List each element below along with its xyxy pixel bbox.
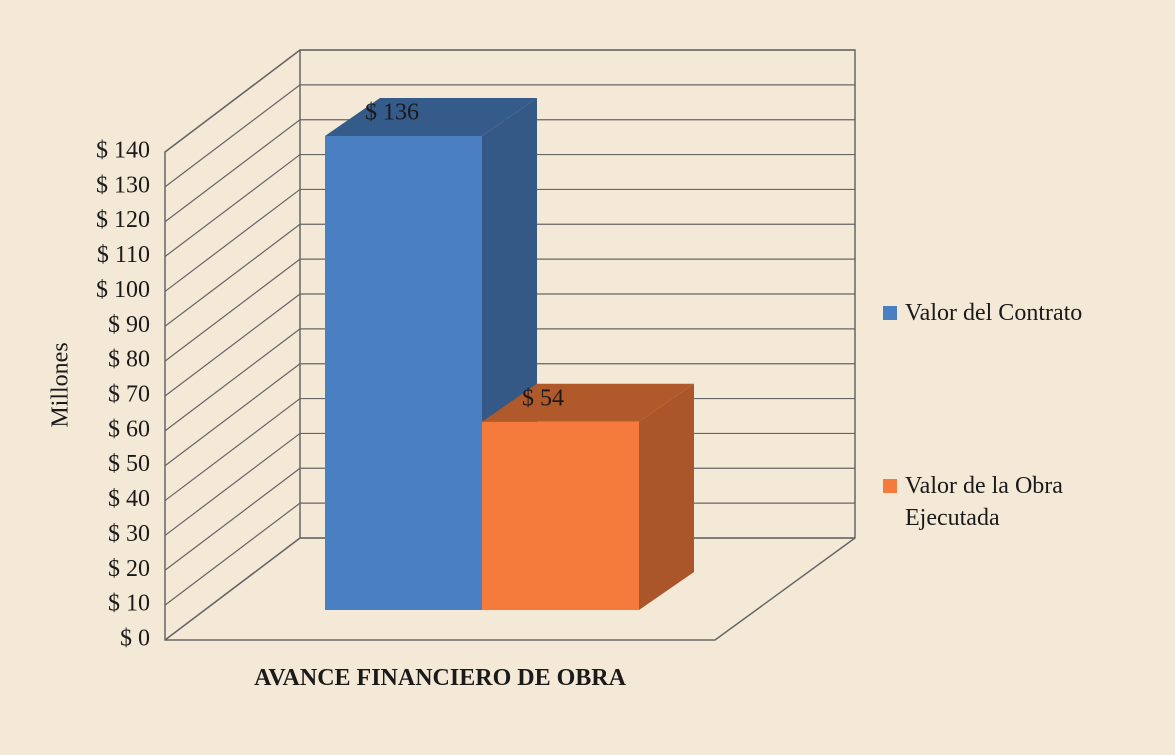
- bar-side: [639, 383, 694, 610]
- x-category-label: AVANCE FINANCIERO DE OBRA: [254, 665, 626, 691]
- y-tick-label: $ 10: [108, 591, 150, 617]
- y-tick-label: $ 70: [108, 382, 150, 408]
- y-tick-label: $ 120: [96, 207, 150, 233]
- grid-line: [164, 84, 855, 188]
- grid-line: [164, 119, 855, 223]
- bar: [325, 135, 482, 610]
- legend-label: Valor del Contrato: [905, 300, 1083, 326]
- grid-line: [164, 363, 855, 467]
- grid-line: [164, 223, 855, 327]
- bar-top: [325, 97, 537, 136]
- grid-line: [164, 258, 855, 362]
- value-label: $ 54: [522, 385, 564, 411]
- y-tick-label: $ 60: [108, 416, 150, 442]
- y-tick-label: $ 100: [96, 277, 150, 303]
- y-tick-label: $ 90: [108, 312, 150, 338]
- y-tick-label: $ 50: [108, 451, 150, 477]
- legend-label: Valor de la Obra Ejecutada: [905, 473, 1063, 531]
- grid-line: [164, 188, 855, 292]
- value-label: $ 136: [365, 99, 419, 125]
- grid-line: [164, 293, 855, 397]
- y-tick-label: $ 130: [96, 172, 150, 198]
- grid-line: [164, 328, 855, 432]
- legend-swatch: [883, 479, 897, 493]
- y-tick-label: $ 40: [108, 486, 150, 512]
- y-tick-label: $ 110: [97, 242, 150, 268]
- y-tick-label: $ 0: [120, 626, 150, 652]
- y-tick-label: $ 20: [108, 556, 150, 582]
- grid-line: [164, 49, 855, 153]
- bar-top: [482, 383, 694, 422]
- y-axis-label: Millones: [48, 342, 74, 427]
- y-tick-label: $ 30: [108, 521, 150, 547]
- legend-swatch: [883, 306, 897, 320]
- bar: [482, 421, 639, 610]
- y-tick-label: $ 140: [96, 138, 150, 164]
- y-tick-label: $ 80: [108, 347, 150, 373]
- grid-line: [164, 153, 855, 258]
